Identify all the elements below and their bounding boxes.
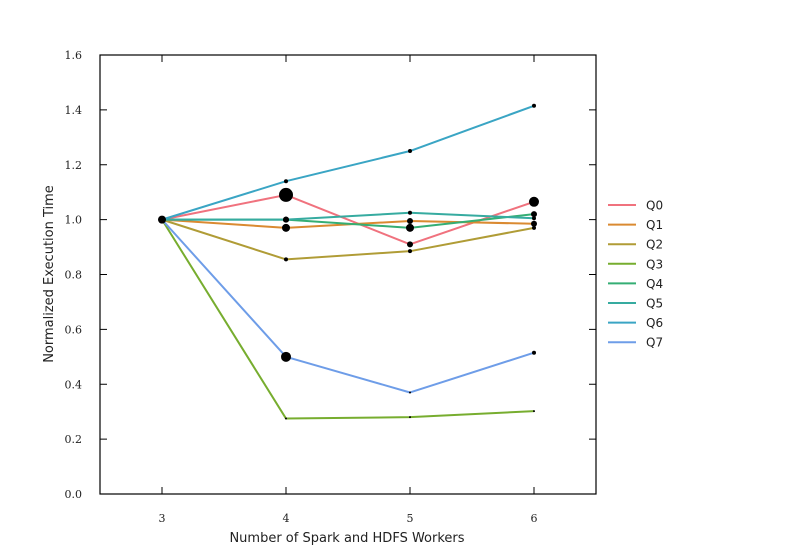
data-point-q1 [531, 220, 537, 227]
legend-item-q3: Q3 [608, 257, 663, 271]
legend-label: Q0 [646, 199, 663, 213]
data-point-q4 [406, 223, 414, 232]
data-point-q5 [408, 210, 412, 215]
legend-label: Q4 [646, 277, 663, 291]
x-tick-label: 6 [531, 512, 538, 525]
y-axis-label: Normalized Execution Time [42, 185, 57, 363]
data-point-q6 [284, 179, 288, 184]
y-tick-label: 1.4 [65, 104, 83, 117]
y-tick-label: 1.2 [65, 159, 83, 172]
y-tick-label: 0.2 [65, 433, 83, 446]
data-point-q2 [284, 257, 288, 262]
plot-frame [99, 54, 597, 495]
legend-label: Q3 [646, 257, 663, 271]
data-point-q5 [532, 216, 536, 221]
data-point-q7 [159, 216, 165, 223]
y-tick-label: 0.8 [65, 269, 83, 282]
legend-label: Q2 [646, 238, 663, 252]
legend-item-q1: Q1 [608, 218, 663, 232]
series-line-q2 [161, 218, 535, 261]
data-point-q7 [532, 350, 536, 355]
y-tick-label: 0.6 [65, 323, 83, 336]
data-point-q0 [529, 196, 539, 207]
data-point-q1 [282, 223, 290, 232]
data-point-q7 [409, 391, 411, 394]
data-point-q4 [531, 211, 537, 218]
legend-label: Q1 [646, 218, 663, 232]
x-tick-label: 4 [283, 512, 290, 525]
legend-item-q5: Q5 [608, 297, 663, 311]
series-line-q7 [161, 218, 535, 394]
series-line-q5 [162, 211, 535, 221]
x-axis-label: Number of Spark and HDFS Workers [229, 531, 464, 546]
y-tick-label: 0.4 [65, 378, 83, 391]
y-tick-label: 1.0 [65, 214, 83, 227]
plot-area: 3 4 5 6 0.0 0.2 0.4 0.6 0.8 1.0 1.2 1.4 1.6 [65, 49, 597, 525]
legend-item-q0: Q0 [608, 199, 663, 213]
data-point-q5 [283, 216, 289, 223]
legend-label: Q6 [646, 316, 663, 330]
data-point-q6 [532, 103, 536, 108]
legend-item-q7: Q7 [608, 336, 663, 350]
legend-item-q6: Q6 [608, 316, 663, 330]
data-point-q0 [407, 241, 413, 248]
data-point-q1 [407, 217, 413, 224]
series-line-q3 [161, 219, 535, 420]
data-point-q3 [533, 410, 535, 413]
data-point-q0 [279, 187, 293, 202]
data-point-q2 [408, 249, 412, 254]
legend-label: Q7 [646, 336, 663, 350]
series-line-q6 [161, 104, 535, 221]
legend-label: Q5 [646, 297, 663, 311]
x-tick-label: 3 [159, 512, 166, 525]
legend-item-q2: Q2 [608, 238, 663, 252]
data-point-q3 [285, 417, 287, 420]
y-tick-label: 1.6 [65, 49, 83, 62]
y-tick-label: 0.0 [65, 488, 83, 501]
data-point-q6 [408, 149, 412, 154]
legend-item-q4: Q4 [608, 277, 663, 291]
legend: Q0 Q1 Q2 Q3 Q4 Q5 Q6 Q7 [608, 199, 663, 350]
data-point-q2 [532, 225, 536, 230]
x-tick-label: 5 [407, 512, 414, 525]
data-point-q3 [409, 416, 411, 419]
data-point-q7 [281, 351, 291, 362]
